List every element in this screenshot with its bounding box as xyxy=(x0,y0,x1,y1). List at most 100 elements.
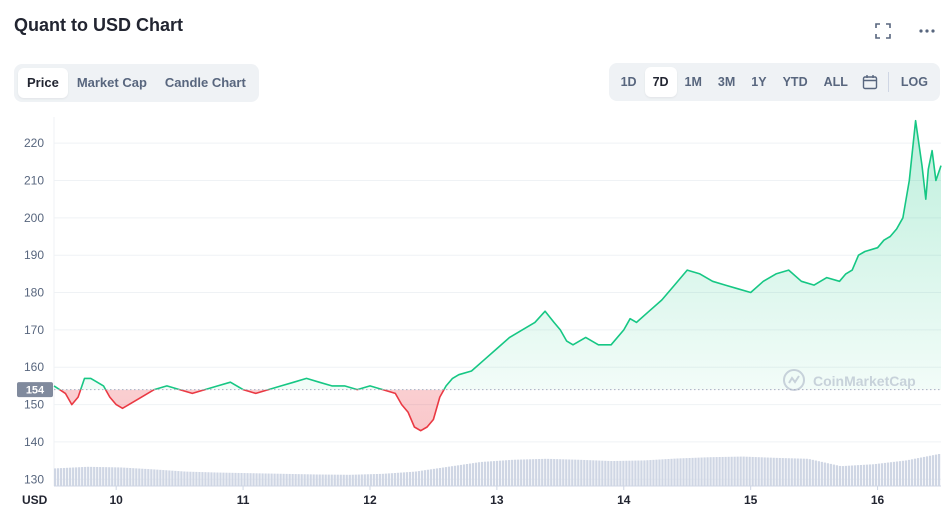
x-tick-label: 15 xyxy=(744,493,758,507)
volume-bar xyxy=(309,474,312,486)
volume-bar xyxy=(105,467,108,486)
volume-bar xyxy=(607,460,610,486)
volume-bar xyxy=(285,473,288,486)
range-1y[interactable]: 1Y xyxy=(751,75,767,89)
volume-bar xyxy=(192,471,195,486)
calendar-icon[interactable] xyxy=(856,67,884,97)
volume-bar xyxy=(619,460,622,486)
volume-bar xyxy=(757,457,760,486)
volume-bar xyxy=(511,459,514,486)
tab-market-cap[interactable]: Market Cap xyxy=(76,75,147,90)
fullscreen-icon[interactable] xyxy=(872,20,894,42)
range-1d[interactable]: 1D xyxy=(620,75,637,89)
chart-view-tabs: Price Market Cap Candle Chart xyxy=(14,64,259,102)
volume-bar xyxy=(270,473,273,486)
volume-bar xyxy=(462,464,466,486)
volume-bar xyxy=(613,460,616,486)
volume-bar xyxy=(267,473,270,486)
volume-bar xyxy=(823,462,826,486)
volume-bar xyxy=(847,465,850,486)
range-3m[interactable]: 3M xyxy=(717,75,736,89)
volume-bar xyxy=(796,458,799,486)
currency-label: USD xyxy=(22,493,48,507)
volume-bar xyxy=(919,457,923,486)
volume-bar xyxy=(544,458,547,486)
y-tick-label: 220 xyxy=(24,136,44,150)
volume-bar xyxy=(378,473,381,486)
volume-bar xyxy=(312,474,315,486)
volume-bar xyxy=(769,457,772,486)
volume-bar xyxy=(658,459,661,486)
x-tick-label: 11 xyxy=(237,493,250,507)
volume-bar xyxy=(730,456,733,486)
volume-bar xyxy=(907,459,911,486)
volume-bar xyxy=(72,467,75,486)
volume-bar xyxy=(405,472,408,486)
volume-bar xyxy=(147,469,150,486)
volume-bar xyxy=(216,472,219,486)
volume-bar xyxy=(877,463,881,486)
volume-bar xyxy=(144,468,147,486)
volume-bar xyxy=(135,468,138,486)
page-title: Quant to USD Chart xyxy=(14,15,183,35)
volume-bar xyxy=(162,470,165,486)
volume-bar xyxy=(793,458,796,486)
volume-bar xyxy=(174,470,177,486)
volume-bar xyxy=(258,473,261,486)
volume-bar xyxy=(697,457,700,486)
volume-bar xyxy=(345,474,348,486)
volume-bar xyxy=(177,471,180,486)
volume-bar xyxy=(754,457,757,486)
volume-bar xyxy=(495,460,499,486)
volume-bar xyxy=(453,465,457,486)
y-tick-label: 150 xyxy=(24,398,44,412)
range-1m[interactable]: 1M xyxy=(684,75,702,89)
volume-bar xyxy=(468,463,472,486)
range-all[interactable]: ALL xyxy=(823,75,848,89)
volume-bar xyxy=(739,456,742,486)
volume-bar xyxy=(396,472,399,486)
volume-bar xyxy=(691,457,694,486)
volume-bar xyxy=(937,454,941,486)
volume-bar xyxy=(474,462,478,486)
tab-price[interactable]: Price xyxy=(18,68,68,98)
range-ytd[interactable]: YTD xyxy=(782,75,808,89)
volume-bar xyxy=(634,460,637,486)
volume-bar xyxy=(910,459,914,486)
volume-bar xyxy=(766,457,769,486)
volume-bar xyxy=(574,459,577,486)
volume-bar xyxy=(814,460,817,486)
x-tick-label: 13 xyxy=(490,493,504,507)
volume-bar xyxy=(447,466,451,486)
volume-bar xyxy=(664,459,667,486)
volume-bar xyxy=(111,467,114,486)
volume-bar xyxy=(808,459,811,486)
volume-bar xyxy=(480,461,484,486)
volume-bar xyxy=(129,468,132,486)
volume-bar xyxy=(324,474,327,486)
range-7d[interactable]: 7D xyxy=(644,67,677,97)
volume-bar xyxy=(228,472,231,486)
tab-candle-chart[interactable]: Candle Chart xyxy=(164,75,246,90)
volume-bar xyxy=(832,464,835,486)
volume-bar xyxy=(210,472,213,486)
more-icon[interactable] xyxy=(916,20,938,42)
volume-bar xyxy=(535,459,538,486)
log-scale-toggle[interactable]: LOG xyxy=(900,75,928,89)
volume-bar xyxy=(180,471,183,486)
volume-bar xyxy=(126,467,129,486)
volume-bar xyxy=(649,460,652,486)
volume-bar xyxy=(246,473,249,486)
volume-bar xyxy=(66,467,69,486)
volume-bar xyxy=(330,474,333,486)
volume-bar xyxy=(538,459,541,486)
volume-bar xyxy=(712,457,715,486)
y-tick-label: 180 xyxy=(24,286,44,300)
volume-bar xyxy=(219,472,222,486)
volume-bar xyxy=(571,459,574,486)
volume-bar xyxy=(817,461,820,486)
volume-bar xyxy=(892,461,896,486)
volume-bar xyxy=(426,469,430,486)
volume-bar xyxy=(471,463,475,486)
volume-bar xyxy=(252,473,255,486)
